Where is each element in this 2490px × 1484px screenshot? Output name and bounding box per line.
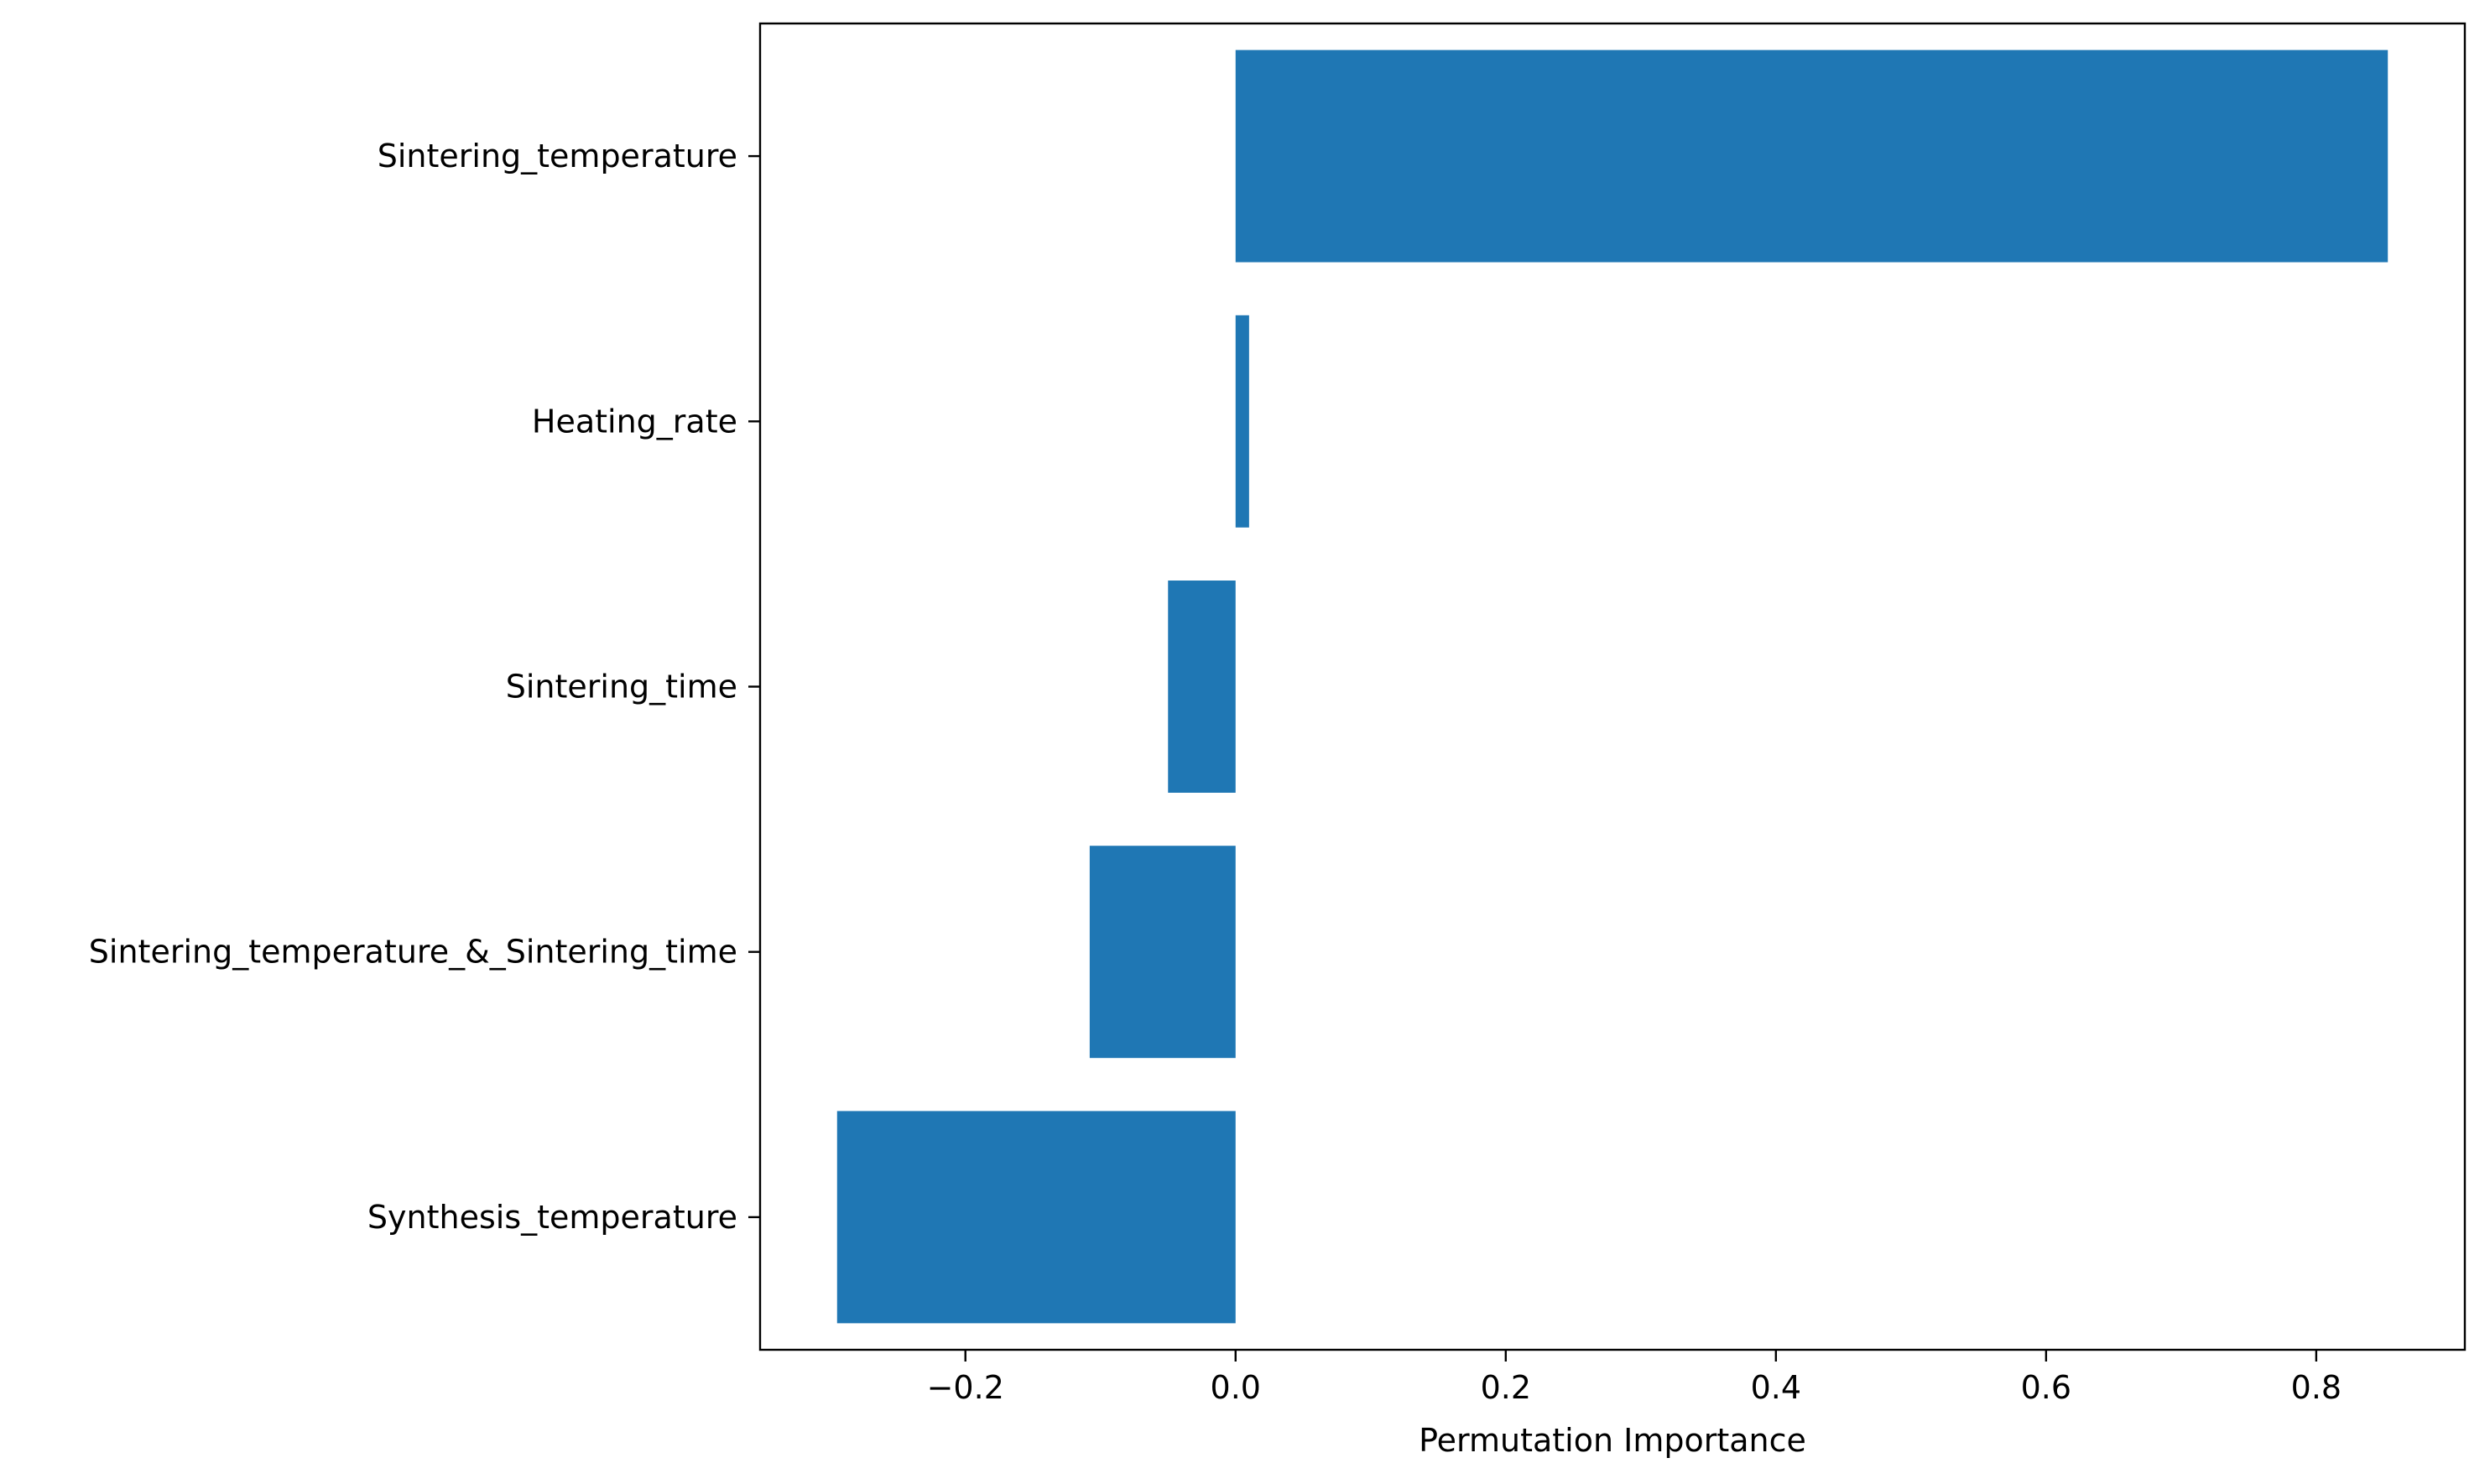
bar-3 (1089, 846, 1236, 1059)
x-tick-label: −0.2 (927, 1369, 1004, 1406)
x-tick-label: 0.6 (2021, 1369, 2071, 1406)
bars-group (836, 49, 2388, 1324)
x-axis-ticks: −0.2 0.0 0.2 0.4 0.6 0.8 (927, 1350, 2342, 1406)
y-tick-label: Sintering_time (506, 669, 737, 706)
y-tick-label: Heating_rate (532, 403, 737, 440)
x-axis-label: Permutation Importance (1419, 1422, 1806, 1459)
x-tick-label: 0.2 (1481, 1369, 1531, 1406)
plot-frame (758, 22, 2467, 1351)
y-axis-ticks: Sintering_temperature Heating_rate Sinteri… (89, 138, 760, 1236)
bar-0 (1235, 49, 2388, 263)
y-tick-label: Sintering_temperature (378, 138, 737, 174)
bar-1 (1235, 315, 1249, 528)
y-tick-label: Synthesis_temperature (367, 1199, 737, 1236)
y-tick-label: Sintering_temperature_&_Sintering_time (89, 934, 737, 971)
x-tick-label: 0.8 (2291, 1369, 2342, 1406)
x-tick-label: 0.0 (1211, 1369, 1261, 1406)
bar-2 (1168, 581, 1236, 793)
x-tick-label: 0.4 (1751, 1369, 1801, 1406)
bar-4 (836, 1111, 1236, 1324)
